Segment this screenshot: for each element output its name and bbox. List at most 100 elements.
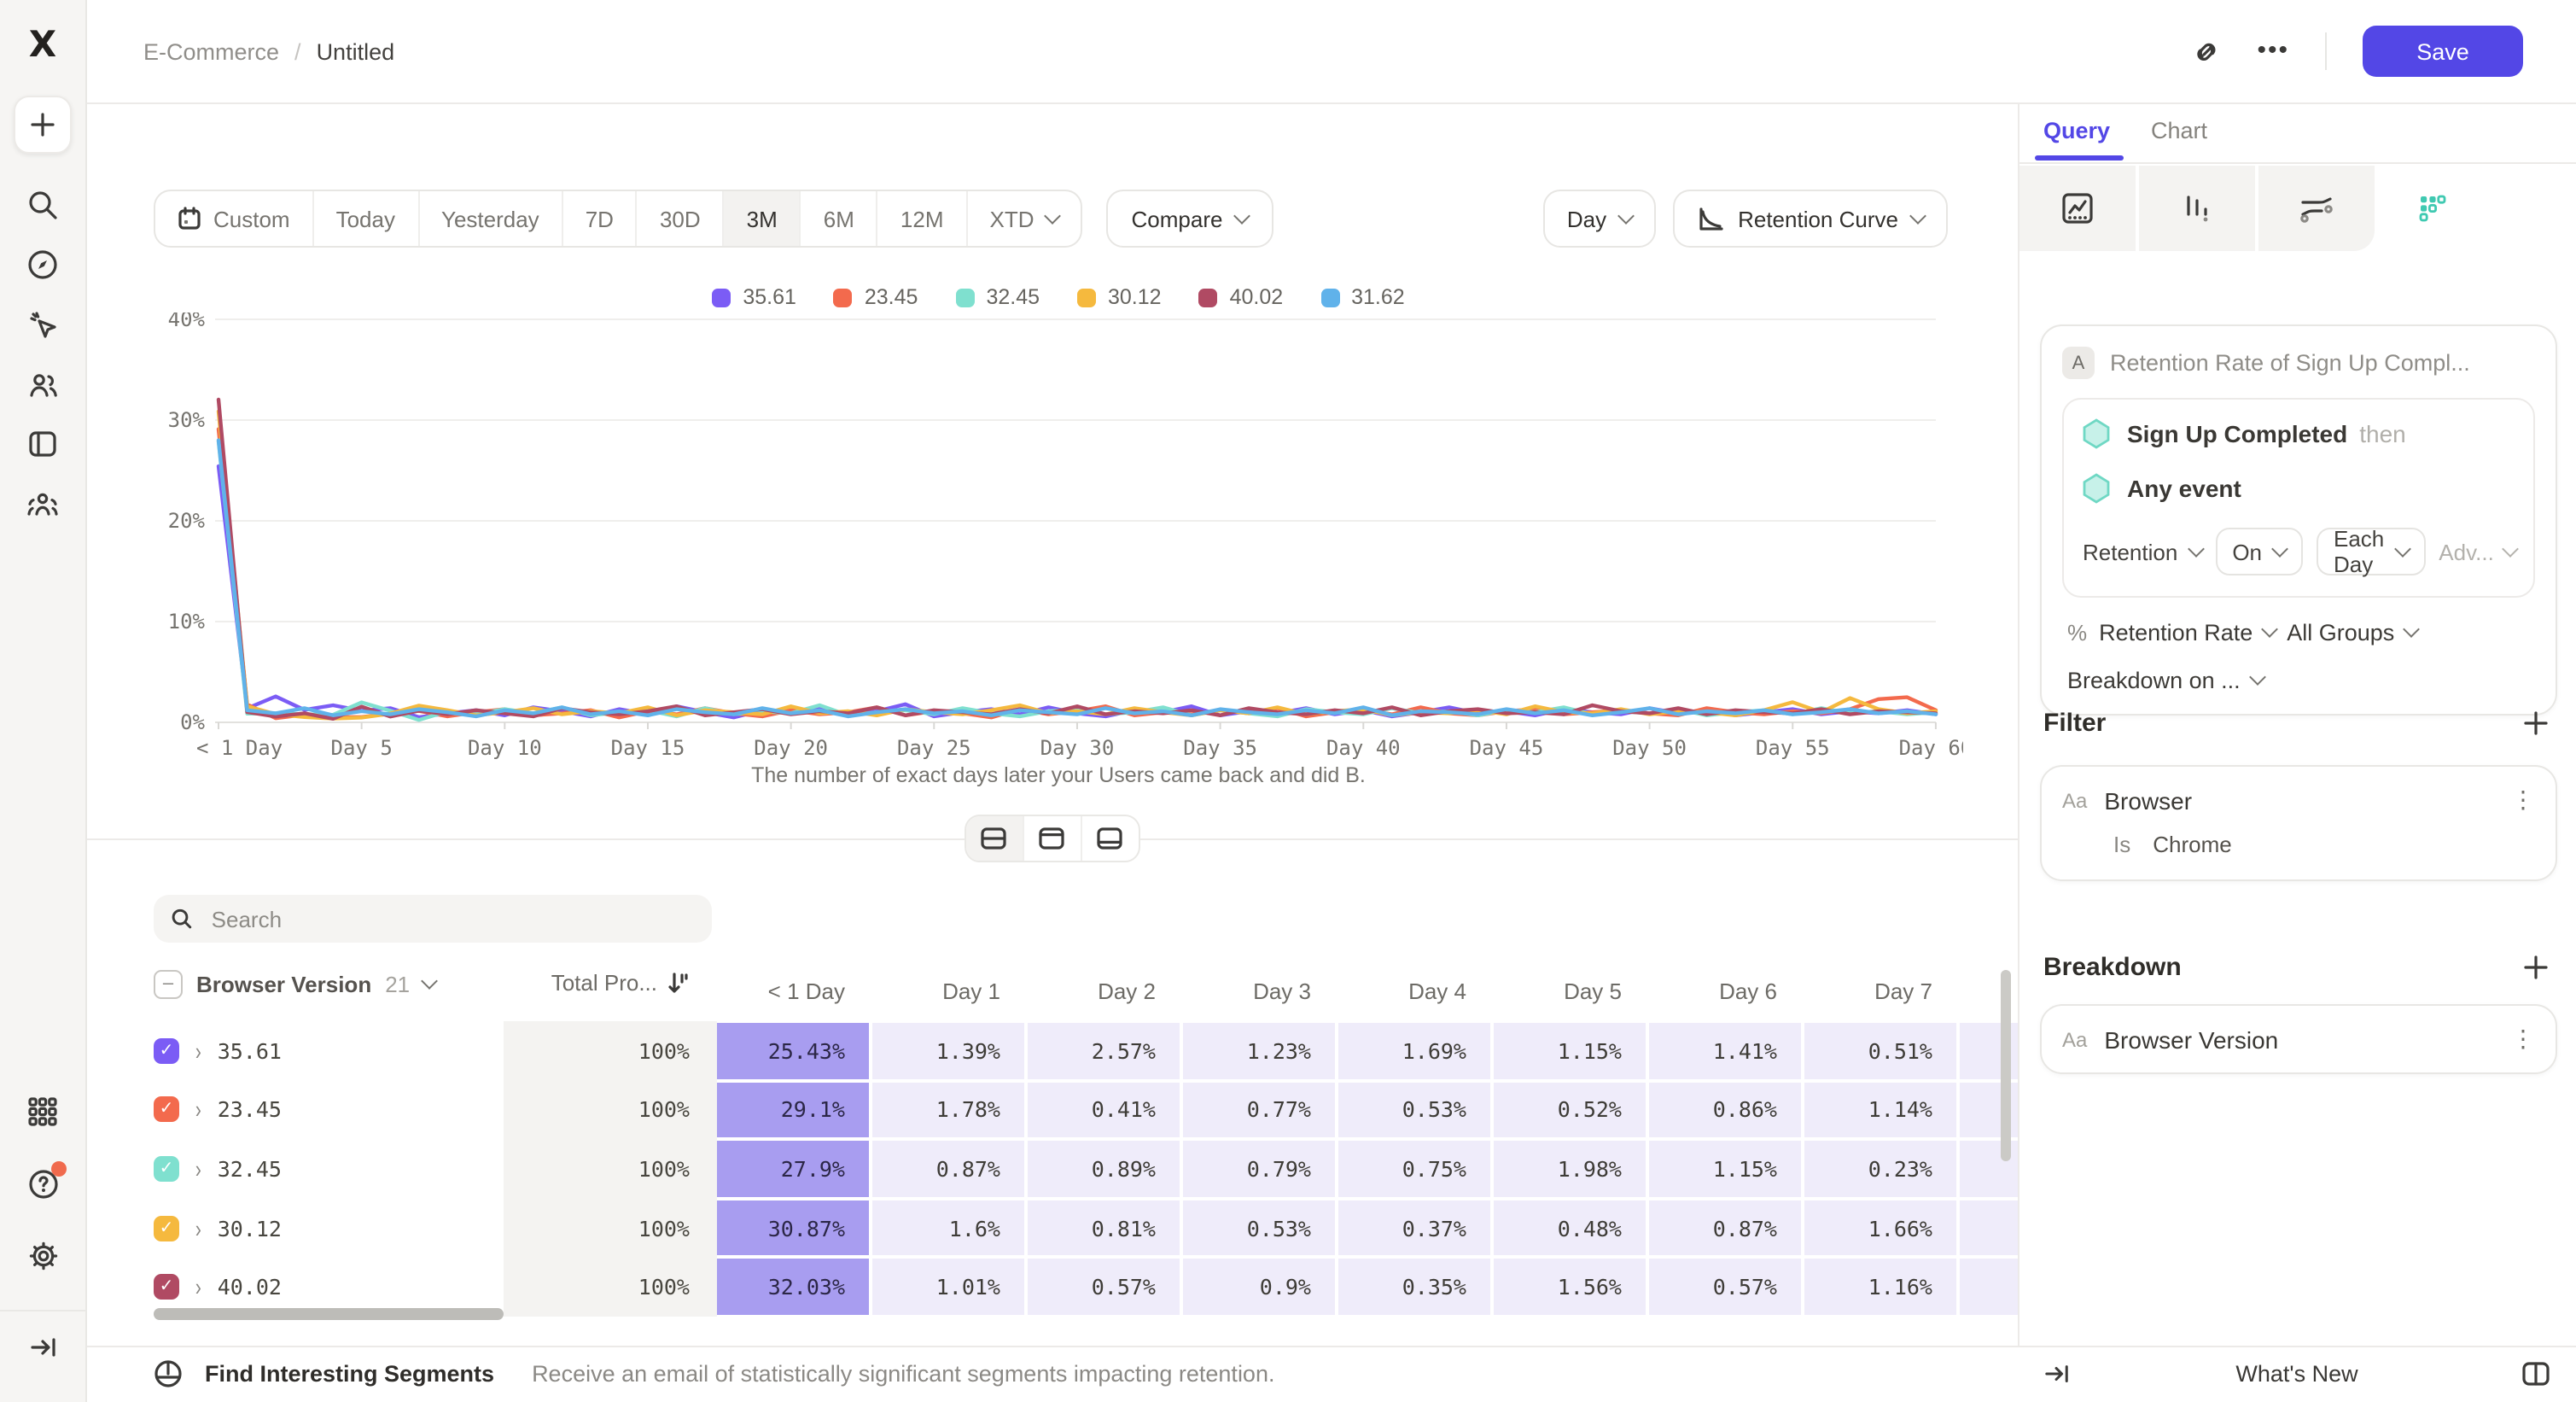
retention-cell[interactable]: 1.41% [1649,1023,1801,1079]
retention-cell[interactable]: 0.57% [1028,1259,1180,1315]
retention-cell[interactable]: 0.53% [1183,1200,1335,1256]
date-range-today[interactable]: Today [314,191,419,246]
save-button[interactable]: Save [2363,26,2523,77]
series-line-31.62[interactable] [216,438,1938,719]
retention-cell[interactable]: 0.52% [1494,1082,1646,1138]
retention-cell[interactable]: 0.23% [1804,1141,1956,1197]
groups-dropdown[interactable]: All Groups [2287,620,2420,646]
filter-value[interactable]: Chrome [2153,832,2232,857]
series-line-35.61[interactable] [216,464,1938,720]
retention-cell[interactable]: 0.77% [1183,1082,1335,1138]
collapse-panel-icon[interactable] [2043,1361,2071,1387]
retention-cell[interactable]: 30.87% [717,1200,869,1256]
first-event-row[interactable]: Sign Up Completed then [2083,418,2515,449]
tab-flows[interactable] [2258,166,2375,251]
legend-item[interactable]: 40.02 [1198,285,1283,309]
granularity-dropdown[interactable]: Day [1542,190,1657,248]
day-column-header[interactable]: Day 1 [942,978,1000,1004]
row-checkbox[interactable]: ✓ [154,1155,179,1182]
query-title[interactable]: Retention Rate of Sign Up Compl... [2110,350,2470,376]
date-range-7d[interactable]: 7D [563,191,638,246]
expand-row-icon[interactable]: › [195,1213,201,1242]
retention-cell[interactable]: 1.15% [1494,1023,1646,1079]
retention-cell[interactable]: 0.87% [872,1141,1024,1197]
day-column-header[interactable]: Day 6 [1719,978,1777,1004]
more-options-icon[interactable]: ••• [2257,36,2289,65]
retention-cell[interactable]: 1.98% [1494,1141,1646,1197]
return-event-row[interactable]: Any event [2083,473,2515,504]
retention-cell[interactable]: 0.35% [1338,1259,1490,1315]
retention-cell[interactable]: 1.56% [1494,1259,1646,1315]
expand-row-icon[interactable]: › [195,1154,201,1183]
retention-cell[interactable]: 0.53% [1338,1082,1490,1138]
expand-row-icon[interactable]: › [195,1037,201,1066]
retention-cell[interactable]: 29.1% [717,1082,869,1138]
retention-cell[interactable]: 1.14% [1804,1082,1956,1138]
breadcrumb-project[interactable]: E-Commerce [143,38,280,64]
legend-item[interactable]: 35.61 [712,285,796,309]
row-checkbox[interactable]: ✓ [154,1274,179,1300]
retention-cell[interactable]: 25.43% [717,1023,869,1079]
retention-cell[interactable]: 0.81% [1028,1200,1180,1256]
retention-cell[interactable]: 2.57% [1028,1023,1180,1079]
kebab-menu-icon[interactable]: ⋮ [2511,786,2535,813]
retention-cell[interactable]: 1.66% [1804,1200,1956,1256]
tab-bar-chart[interactable] [2139,166,2255,251]
retention-cell[interactable]: 1.16% [1804,1259,1956,1315]
create-button[interactable] [14,96,72,154]
retention-chart[interactable]: 0% 10% 20% 30% 40% < 1 Day Day 5 Day 10 Day 15 Da… [154,313,1963,791]
day-column-header[interactable]: < 1 Day [767,978,845,1004]
select-all-checkbox[interactable]: – [154,970,183,999]
mixpanel-logo-icon[interactable]: X [28,24,57,65]
total-column-header[interactable]: Total Pro... [504,970,717,996]
breakdown-property[interactable]: Browser Version [2104,1025,2279,1053]
retention-cell[interactable]: 1.78% [872,1082,1024,1138]
tab-insights-line[interactable] [2019,166,2136,251]
series-line-32.45[interactable] [216,439,1938,722]
retention-cell[interactable]: 1.39% [872,1023,1024,1079]
legend-item[interactable]: 32.45 [955,285,1040,309]
compare-button[interactable]: Compare [1105,190,1274,248]
table-search[interactable] [154,895,712,943]
retention-cell[interactable]: 32.03% [717,1259,869,1315]
measurement-dropdown[interactable]: Retention Rate [2099,620,2278,646]
users-icon[interactable] [26,367,60,401]
date-range-custom[interactable]: Custom [155,191,314,246]
retention-cell[interactable]: 0.57% [1649,1259,1801,1315]
retention-cell[interactable]: 0.41% [1028,1082,1180,1138]
retention-cell[interactable]: 0.86% [1649,1082,1801,1138]
retention-cell[interactable]: 1.15% [1649,1141,1801,1197]
side-panel-icon[interactable] [2521,1361,2550,1387]
date-range-12m[interactable]: 12M [878,191,968,246]
retention-cell[interactable]: 1.69% [1338,1023,1490,1079]
day-column-header[interactable]: Day 4 [1408,978,1466,1004]
tab-retention-grid[interactable] [2375,166,2491,251]
tab-chart[interactable]: Chart [2151,118,2208,143]
kebab-menu-icon[interactable]: ⋮ [2511,1025,2535,1052]
add-filter-button[interactable] [2523,710,2549,736]
share-link-icon[interactable] [2192,37,2221,66]
vertical-scrollbar[interactable] [2001,970,2011,1161]
explore-compass-icon[interactable] [26,248,60,282]
layout-chart-only-button[interactable] [1023,816,1081,861]
date-range-yesterday[interactable]: Yesterday [419,191,563,246]
retention-cell[interactable]: 0.89% [1028,1141,1180,1197]
retention-cell[interactable]: 0.87% [1649,1200,1801,1256]
layout-split-button[interactable] [965,816,1023,861]
retention-cell[interactable]: 0.9% [1183,1259,1335,1315]
advanced-dropdown[interactable]: Adv... [2439,539,2519,564]
tab-query[interactable]: Query [2043,118,2111,143]
day-column-header[interactable]: Day 2 [1098,978,1156,1004]
breakdown-on-dropdown[interactable]: Breakdown on ... [2062,668,2535,693]
settings-gear-icon[interactable] [26,1238,60,1272]
series-line-23.45[interactable] [216,427,1938,721]
layout-table-only-button[interactable] [1081,816,1138,861]
retention-cell[interactable]: 1.08% [1960,1200,2018,1256]
day-column-header[interactable]: Day 7 [1874,978,1932,1004]
group-column-header[interactable]: Browser Version [196,972,372,997]
chart-type-dropdown[interactable]: Retention Curve [1673,190,1948,248]
cohorts-icon[interactable] [26,487,60,521]
help-icon[interactable] [26,1161,67,1200]
add-breakdown-button[interactable] [2523,955,2549,980]
whats-new-button[interactable]: What's New [2235,1361,2358,1387]
